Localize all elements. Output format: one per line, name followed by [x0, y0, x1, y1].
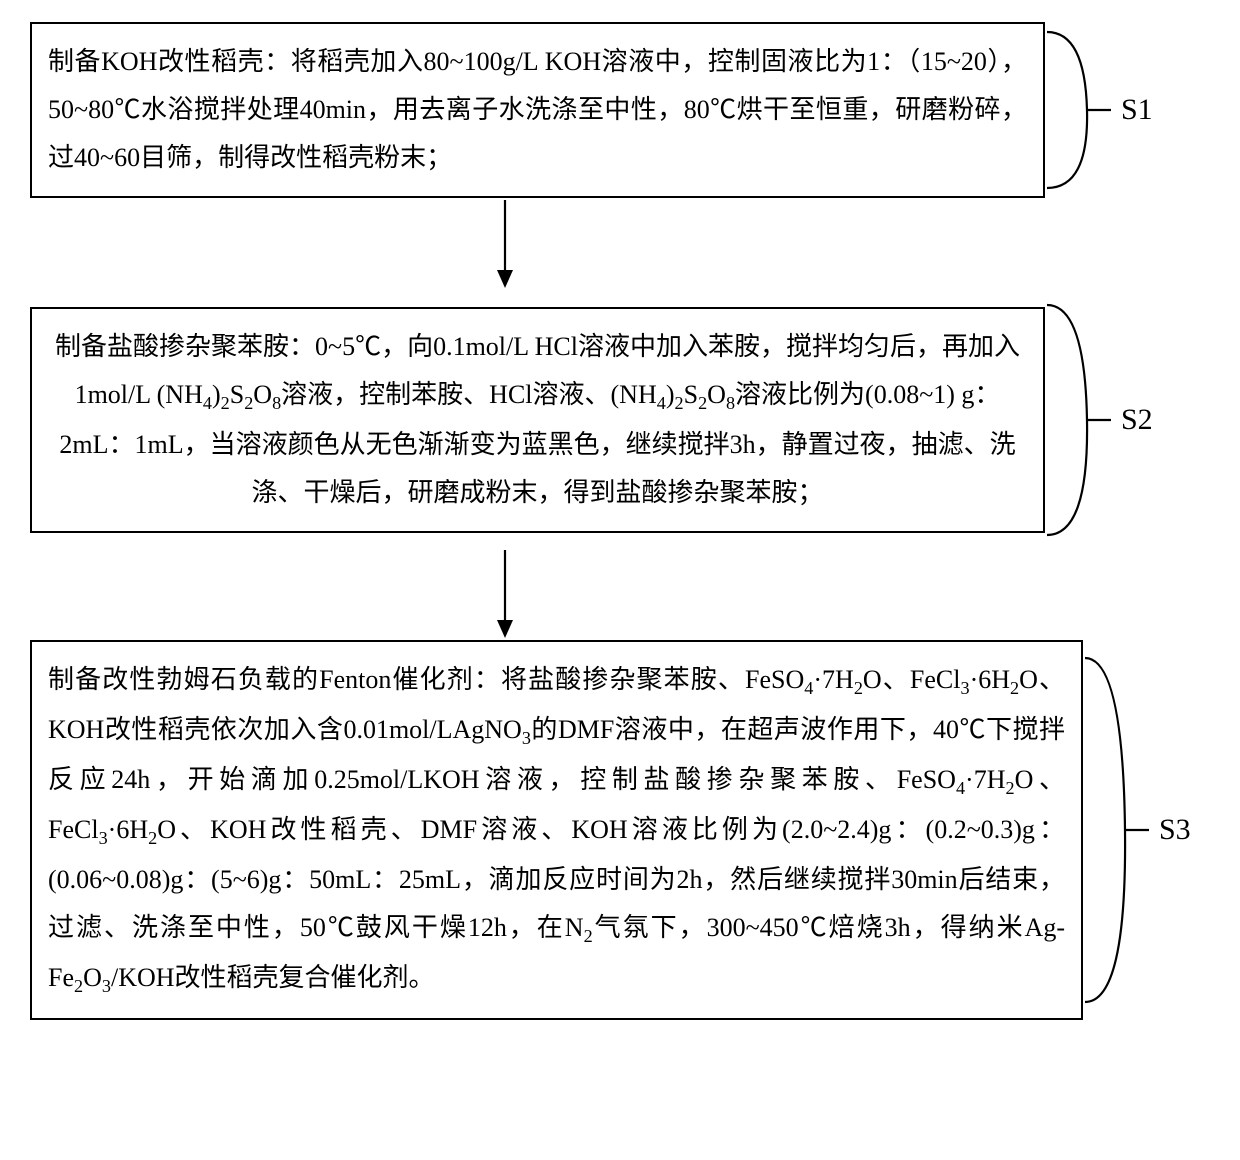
step-row-s2: 制备盐酸掺杂聚苯胺：0~5℃，向0.1mol/L HCl溶液中加入苯胺，搅拌均匀… — [30, 290, 1210, 550]
arrow-s1-s2 — [30, 200, 1210, 290]
arrow-s2-s3 — [30, 550, 1210, 640]
flowchart-container: 制备KOH改性稻壳：将稻壳加入80~100g/L KOH溶液中，控制固液比为1：… — [30, 20, 1210, 1020]
step-box-s3: 制备改性勃姆石负载的Fenton催化剂：将盐酸掺杂聚苯胺、FeSO4·7H2O、… — [30, 640, 1083, 1019]
step-box-s1: 制备KOH改性稻壳：将稻壳加入80~100g/L KOH溶液中，控制固液比为1：… — [30, 22, 1045, 198]
curve-s2 — [1045, 290, 1115, 550]
step-row-s1: 制备KOH改性稻壳：将稻壳加入80~100g/L KOH溶液中，控制固液比为1：… — [30, 20, 1210, 200]
curve-s1 — [1045, 20, 1115, 200]
step-label-s3: S3 — [1159, 813, 1191, 847]
curve-s3 — [1083, 640, 1153, 1020]
step-row-s3: 制备改性勃姆石负载的Fenton催化剂：将盐酸掺杂聚苯胺、FeSO4·7H2O、… — [30, 640, 1210, 1020]
label-connector-s2: S2 — [1045, 290, 1153, 550]
step-label-s2: S2 — [1121, 403, 1153, 437]
step-label-s1: S1 — [1121, 93, 1153, 127]
label-connector-s3: S3 — [1083, 640, 1191, 1020]
step-box-s2: 制备盐酸掺杂聚苯胺：0~5℃，向0.1mol/L HCl溶液中加入苯胺，搅拌均匀… — [30, 307, 1045, 533]
label-connector-s1: S1 — [1045, 20, 1153, 200]
